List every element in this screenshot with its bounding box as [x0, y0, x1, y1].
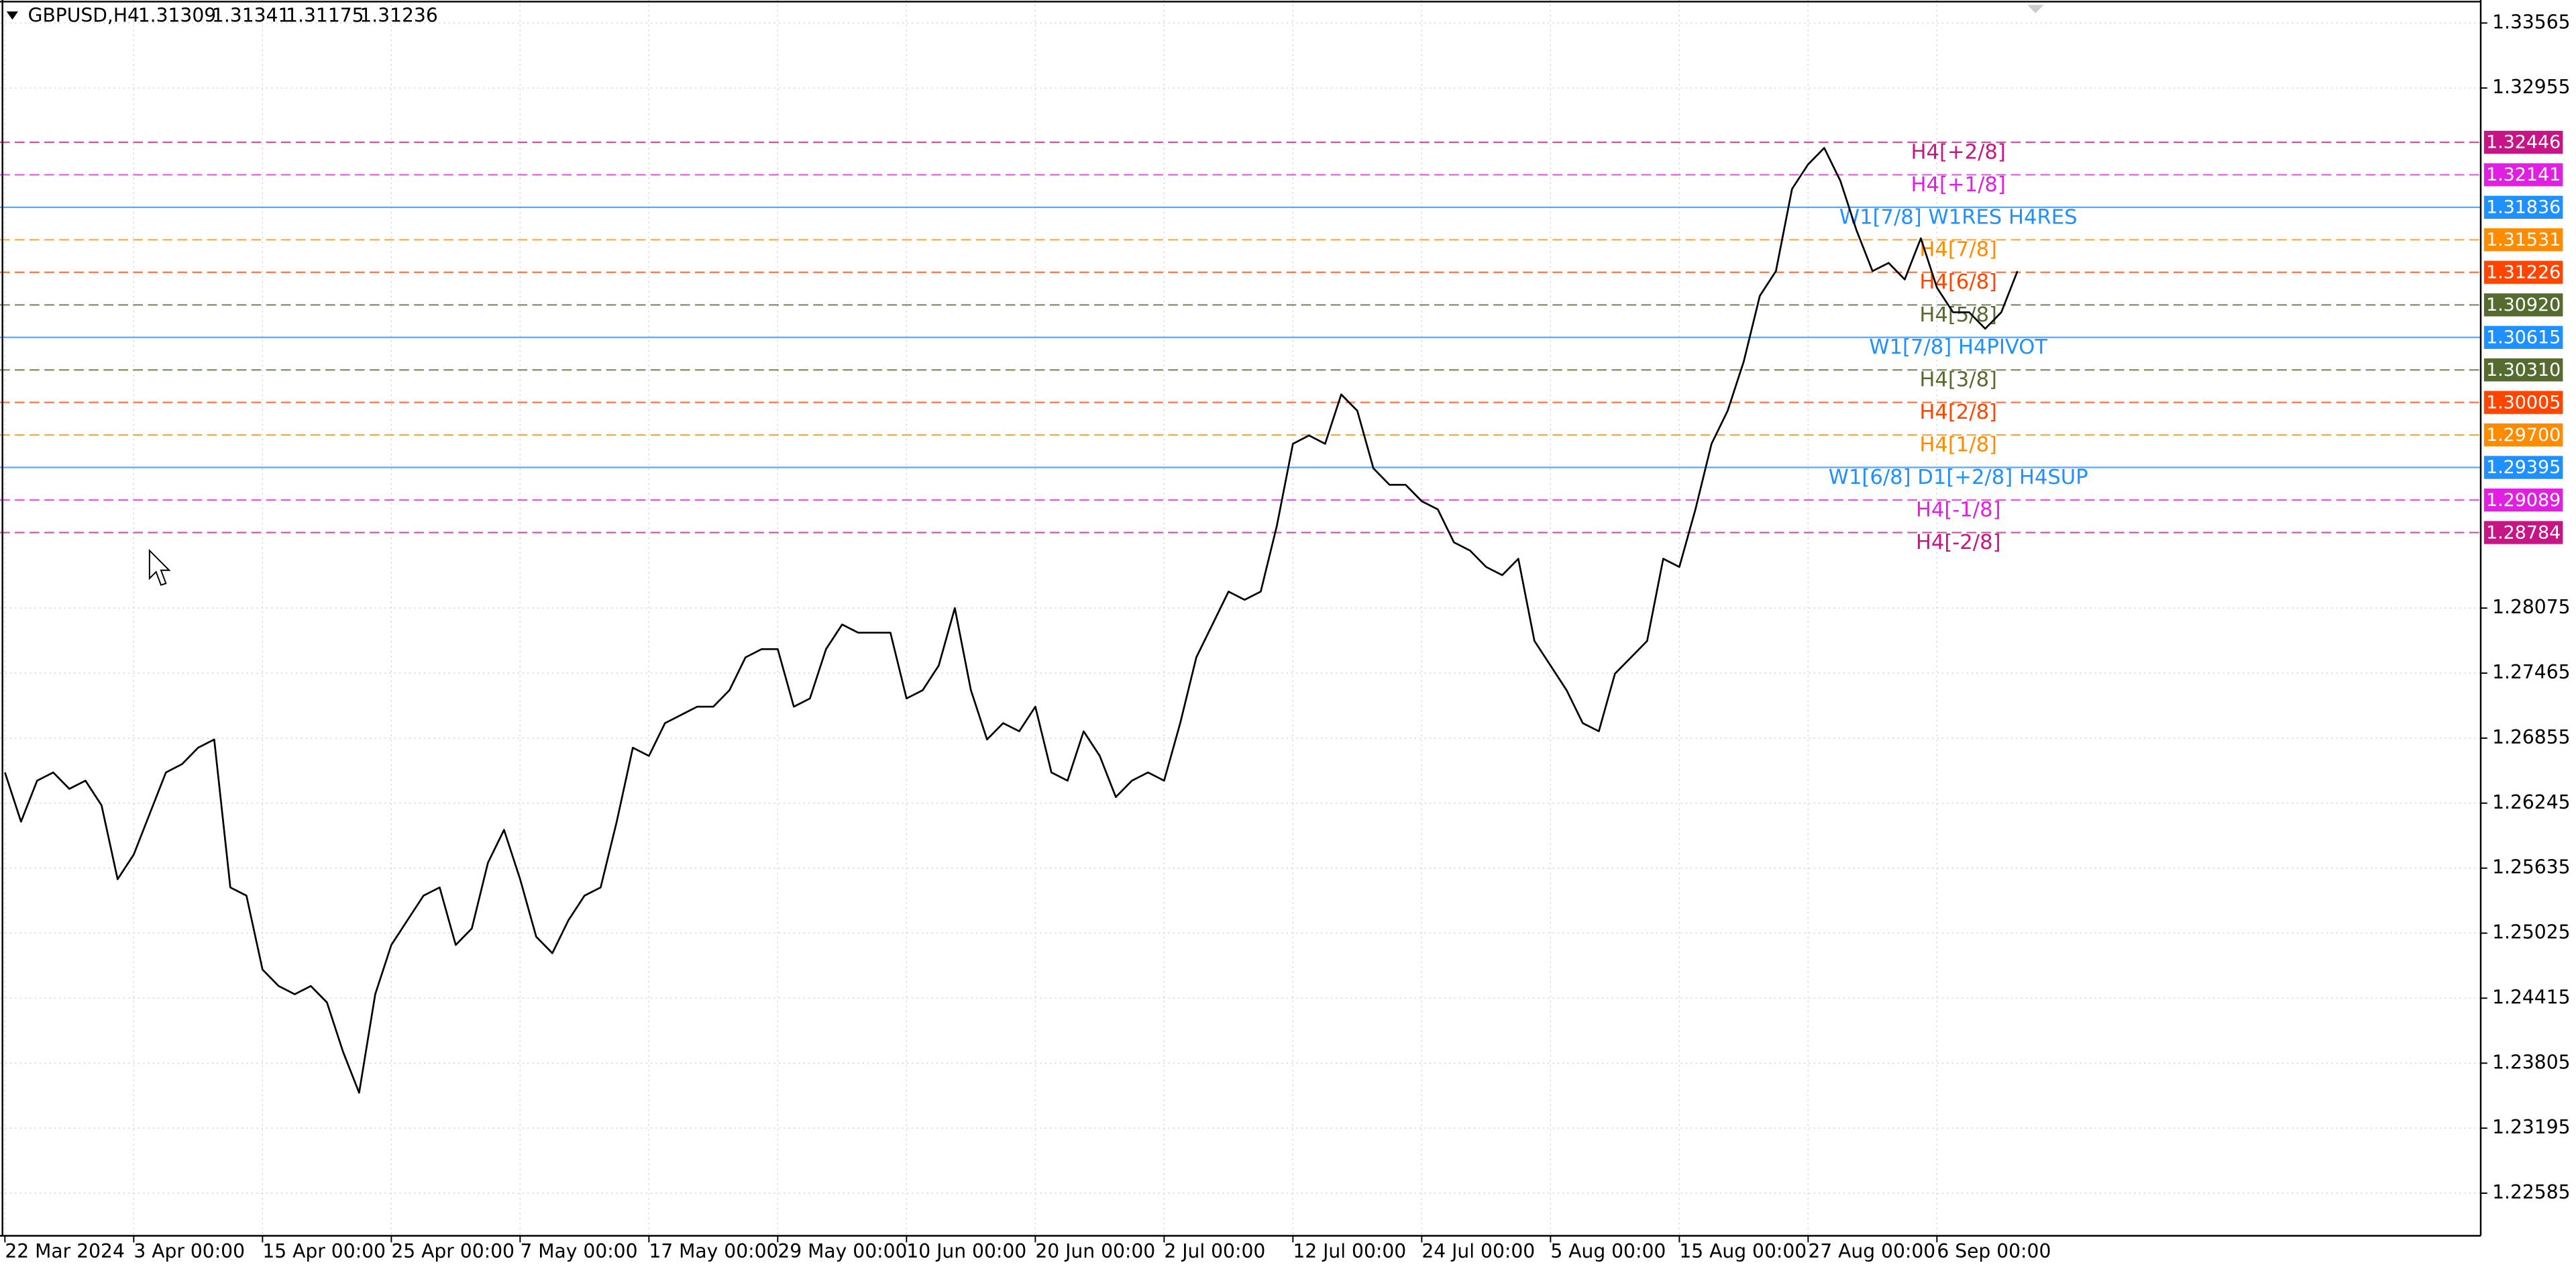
- x-tick-label: 29 May 00:00: [777, 1240, 907, 1262]
- level-name: H4[6/8]: [1919, 270, 1997, 294]
- level-price-label: 1.30310: [2486, 360, 2561, 380]
- level-name: H4[3/8]: [1919, 368, 1997, 392]
- level-price-box: [2483, 488, 2563, 512]
- level-name: H4[-2/8]: [1916, 531, 2001, 554]
- level-name: W1[7/8] W1RES H4RES: [1839, 205, 2078, 229]
- quote-open: 1.31309: [138, 4, 216, 26]
- shift-marker: [2027, 5, 2044, 13]
- x-tick-label: 20 Jun 00:00: [1035, 1240, 1155, 1262]
- level-price-label: 1.31531: [2486, 230, 2561, 250]
- y-tick-label: 1.27465: [2492, 661, 2570, 683]
- level-price-label: 1.32446: [2486, 132, 2561, 153]
- level-name: H4[5/8]: [1919, 303, 1997, 327]
- x-tick-label: 22 Mar 2024: [5, 1240, 125, 1262]
- level-name: H4[+1/8]: [1911, 173, 2006, 197]
- level-price-label: 1.30615: [2486, 327, 2561, 348]
- x-tick-label: 15 Apr 00:00: [262, 1240, 386, 1262]
- y-tick-label: 1.26855: [2492, 726, 2570, 748]
- x-tick-label: 24 Jul 00:00: [1421, 1240, 1535, 1262]
- level-price-label: 1.29089: [2486, 490, 2561, 511]
- y-tick-label: 1.32955: [2492, 76, 2570, 98]
- x-tick-label: 6 Sep 00:00: [1937, 1240, 2051, 1262]
- y-tick-label: 1.23195: [2492, 1116, 2570, 1138]
- y-tick-label: 1.23805: [2492, 1051, 2570, 1073]
- level-price-box: [2483, 195, 2563, 219]
- level-price-box: [2483, 228, 2563, 252]
- level-price-box: [2483, 260, 2563, 284]
- level-name: H4[+2/8]: [1911, 140, 2006, 164]
- symbol-menu-icon[interactable]: [6, 11, 18, 20]
- x-tick-label: 25 Apr 00:00: [391, 1240, 515, 1262]
- x-tick-label: 3 Apr 00:00: [133, 1240, 245, 1262]
- y-tick-label: 1.25025: [2492, 921, 2570, 944]
- level-name: H4[1/8]: [1919, 434, 1997, 457]
- level-price-box: [2483, 163, 2563, 187]
- level-name: H4[-1/8]: [1916, 499, 2001, 522]
- level-name: H4[2/8]: [1919, 401, 1997, 424]
- symbol: GBPUSD,H4: [28, 4, 140, 26]
- y-tick-label: 1.25635: [2492, 856, 2570, 878]
- level-price-box: [2483, 423, 2563, 447]
- level-price-box: [2483, 293, 2563, 317]
- plot: [4, 147, 2019, 1094]
- y-tick-label: 1.24415: [2492, 986, 2570, 1008]
- x-tick-label: 27 Aug 00:00: [1808, 1240, 1935, 1262]
- level-price-label: 1.29700: [2486, 425, 2561, 446]
- level-price-box: [2483, 325, 2563, 349]
- level-price-label: 1.31836: [2486, 197, 2561, 218]
- header: GBPUSD,H4 1.31309 1.31341 1.31175 1.3123…: [28, 4, 438, 26]
- level-price-label: 1.31226: [2486, 262, 2561, 283]
- level-price-label: 1.28784: [2486, 522, 2561, 543]
- mouse-cursor: [148, 548, 171, 587]
- level-price-label: 1.29395: [2486, 457, 2561, 478]
- price-line: [4, 147, 2019, 1094]
- y-tick-label: 1.26245: [2492, 791, 2570, 813]
- y-tick-label: 1.28075: [2492, 596, 2570, 618]
- x-tick-label: 7 May 00:00: [520, 1240, 637, 1262]
- x-tick-label: 12 Jul 00:00: [1293, 1240, 1406, 1262]
- quote-high: 1.31341: [212, 4, 290, 26]
- level-name: W1[6/8] D1[+2/8] H4SUP: [1829, 466, 2088, 489]
- y-tick-label: 1.22585: [2492, 1181, 2570, 1203]
- quote-close: 1.31236: [360, 4, 437, 26]
- level-name: H4[7/8]: [1919, 238, 1997, 262]
- x-tick-label: 15 Aug 00:00: [1679, 1240, 1807, 1262]
- axes: 1.33565 1.32955 1.28075 1.27465 1.26855 1.262…: [4, 11, 2571, 1262]
- level-price-label: 1.32141: [2486, 164, 2561, 185]
- x-tick-label: 2 Jul 00:00: [1164, 1240, 1265, 1262]
- level-price-label: 1.30920: [2486, 295, 2561, 315]
- quote-low: 1.31175: [286, 4, 364, 26]
- level-price-box: [2483, 130, 2563, 154]
- levels: H4[+2/8] H4[+1/8] W1[7/8] W1RES H4RES H4[7/…: [0, 140, 2481, 554]
- level-price-box: [2483, 358, 2563, 382]
- level-price-box: [2483, 391, 2563, 414]
- x-tick-label: 10 Jun 00:00: [906, 1240, 1026, 1262]
- level-price-box: [2483, 521, 2563, 544]
- x-tick-label: 5 Aug 00:00: [1550, 1240, 1666, 1262]
- x-tick-label: 17 May 00:00: [649, 1240, 778, 1262]
- level-name: W1[7/8] H4PIVOT: [1869, 336, 2047, 359]
- y-tick-label: 1.33565: [2492, 11, 2570, 33]
- level-price-box: [2483, 456, 2563, 479]
- level-price-label: 1.30005: [2486, 392, 2561, 413]
